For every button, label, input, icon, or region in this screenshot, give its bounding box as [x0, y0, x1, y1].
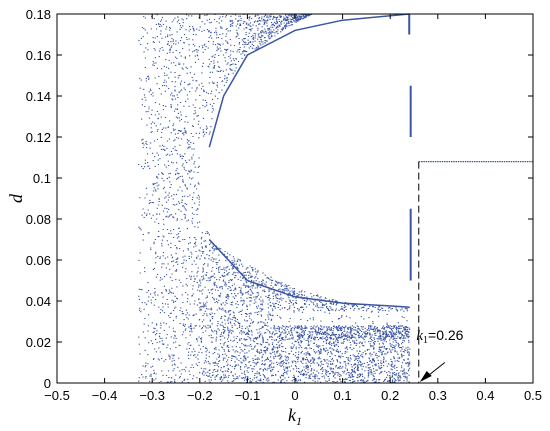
x-tick-label: 0: [291, 388, 298, 403]
annotation: k1=0.26: [416, 161, 464, 383]
x-tick-label: −0.1: [235, 388, 261, 403]
y-tick-label: 0.02: [26, 335, 51, 350]
y-tick-label: 0.08: [26, 212, 51, 227]
y-tick-label: 0: [44, 376, 51, 391]
scatter-points: [138, 13, 411, 384]
x-tick-label: 0.3: [429, 388, 447, 403]
annotation-label: k1=0.26: [416, 327, 463, 346]
x-tick-label: 0.4: [476, 388, 494, 403]
y-tick-label: 0.06: [26, 253, 51, 268]
y-axis-label: d: [6, 193, 26, 203]
annotation-sub: 1: [423, 335, 428, 346]
y-tick-label: 0.04: [26, 294, 51, 309]
lower-branch-line: [208, 238, 410, 308]
branch-curves: [208, 13, 412, 308]
y-tick-label: 0.18: [26, 7, 51, 22]
y-tick-label: 0.16: [26, 48, 51, 63]
annotation-value: =0.26: [428, 327, 464, 343]
x-tick-label: −0.4: [92, 388, 118, 403]
x-axis-label-var: k: [288, 405, 297, 425]
x-tick-label: −0.2: [187, 388, 213, 403]
x-axis-label: k1: [288, 405, 302, 428]
x-tick-label: −0.3: [139, 388, 165, 403]
y-tick-label: 0.12: [26, 130, 51, 145]
x-tick-label: 0.2: [381, 388, 399, 403]
annotation-arrowhead: [419, 371, 432, 382]
upper-branch-line: [208, 13, 410, 148]
x-tick-label: 0.1: [334, 388, 352, 403]
y-tick-label: 0.1: [33, 171, 51, 186]
x-tick-label: −0.5: [44, 388, 70, 403]
y-axis-ticks: 0 0.02 0.04 0.06 0.08 0.1 0.12 0.14 0.16 0.18: [26, 7, 533, 391]
x-axis-ticks: −0.5 −0.4 −0.3 −0.2 −0.1 0 0.1 0.2 0.3 0.4 0.5: [44, 14, 542, 403]
x-tick-label: 0.5: [524, 388, 542, 403]
x-axis-label-sub: 1: [296, 414, 302, 428]
y-tick-label: 0.14: [26, 89, 51, 104]
attractor-points: [138, 13, 411, 384]
annotation-var: k: [416, 328, 423, 344]
